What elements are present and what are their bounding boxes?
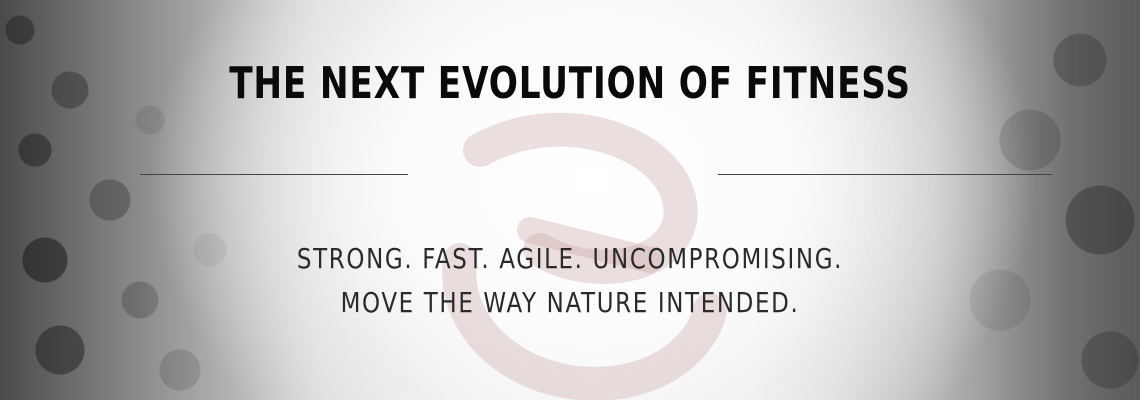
- headline: THE NEXT EVOLUTION OF FITNESS: [229, 58, 911, 109]
- hillside-texture: [880, 0, 1140, 400]
- rocky-texture: [0, 0, 330, 400]
- tagline-line-2: MOVE THE WAY NATURE INTENDED.: [340, 286, 800, 319]
- tagline-line-1: STRONG. FAST. AGILE. UNCOMPROMISING.: [296, 242, 844, 275]
- swirl-logo-icon: [442, 112, 727, 400]
- divider-left: [140, 174, 408, 175]
- divider-right: [718, 174, 1052, 175]
